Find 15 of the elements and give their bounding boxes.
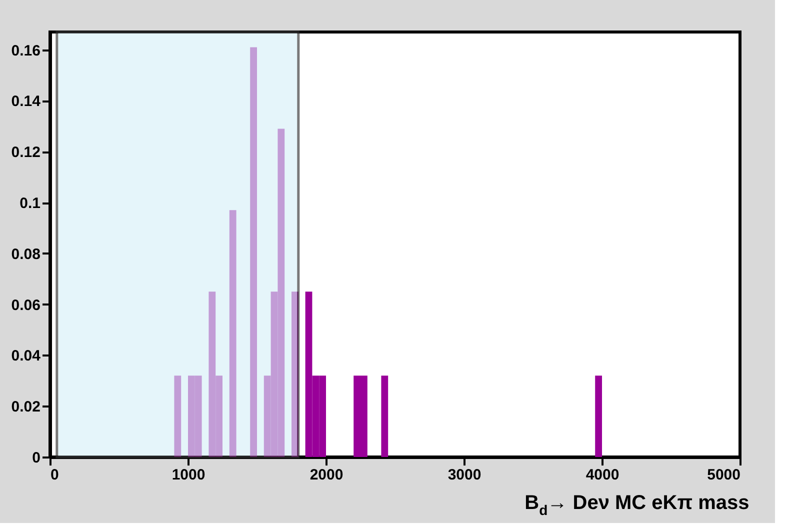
y-tick-label: 0.02 xyxy=(11,398,40,416)
y-tick-label: 0.06 xyxy=(11,296,40,314)
y-tick-label: 0.08 xyxy=(11,246,40,263)
y-tick-label: 0.12 xyxy=(11,144,40,162)
x-tick-label: 0 xyxy=(50,466,59,484)
y-tick-label: 0 xyxy=(32,450,40,466)
y-tick-label: 0.16 xyxy=(11,42,40,60)
y-tick-label: 0.14 xyxy=(11,93,42,110)
x-tick-label: 1000 xyxy=(172,466,206,484)
x-tick-label: 5000 xyxy=(707,466,740,484)
x-tick-label: 2000 xyxy=(310,466,344,484)
y-tick-label: 0.04 xyxy=(11,348,42,365)
y-tick-label: 0.1 xyxy=(20,195,40,212)
x-tick-label: 4000 xyxy=(586,466,620,484)
x-tick-label: 3000 xyxy=(448,466,482,484)
